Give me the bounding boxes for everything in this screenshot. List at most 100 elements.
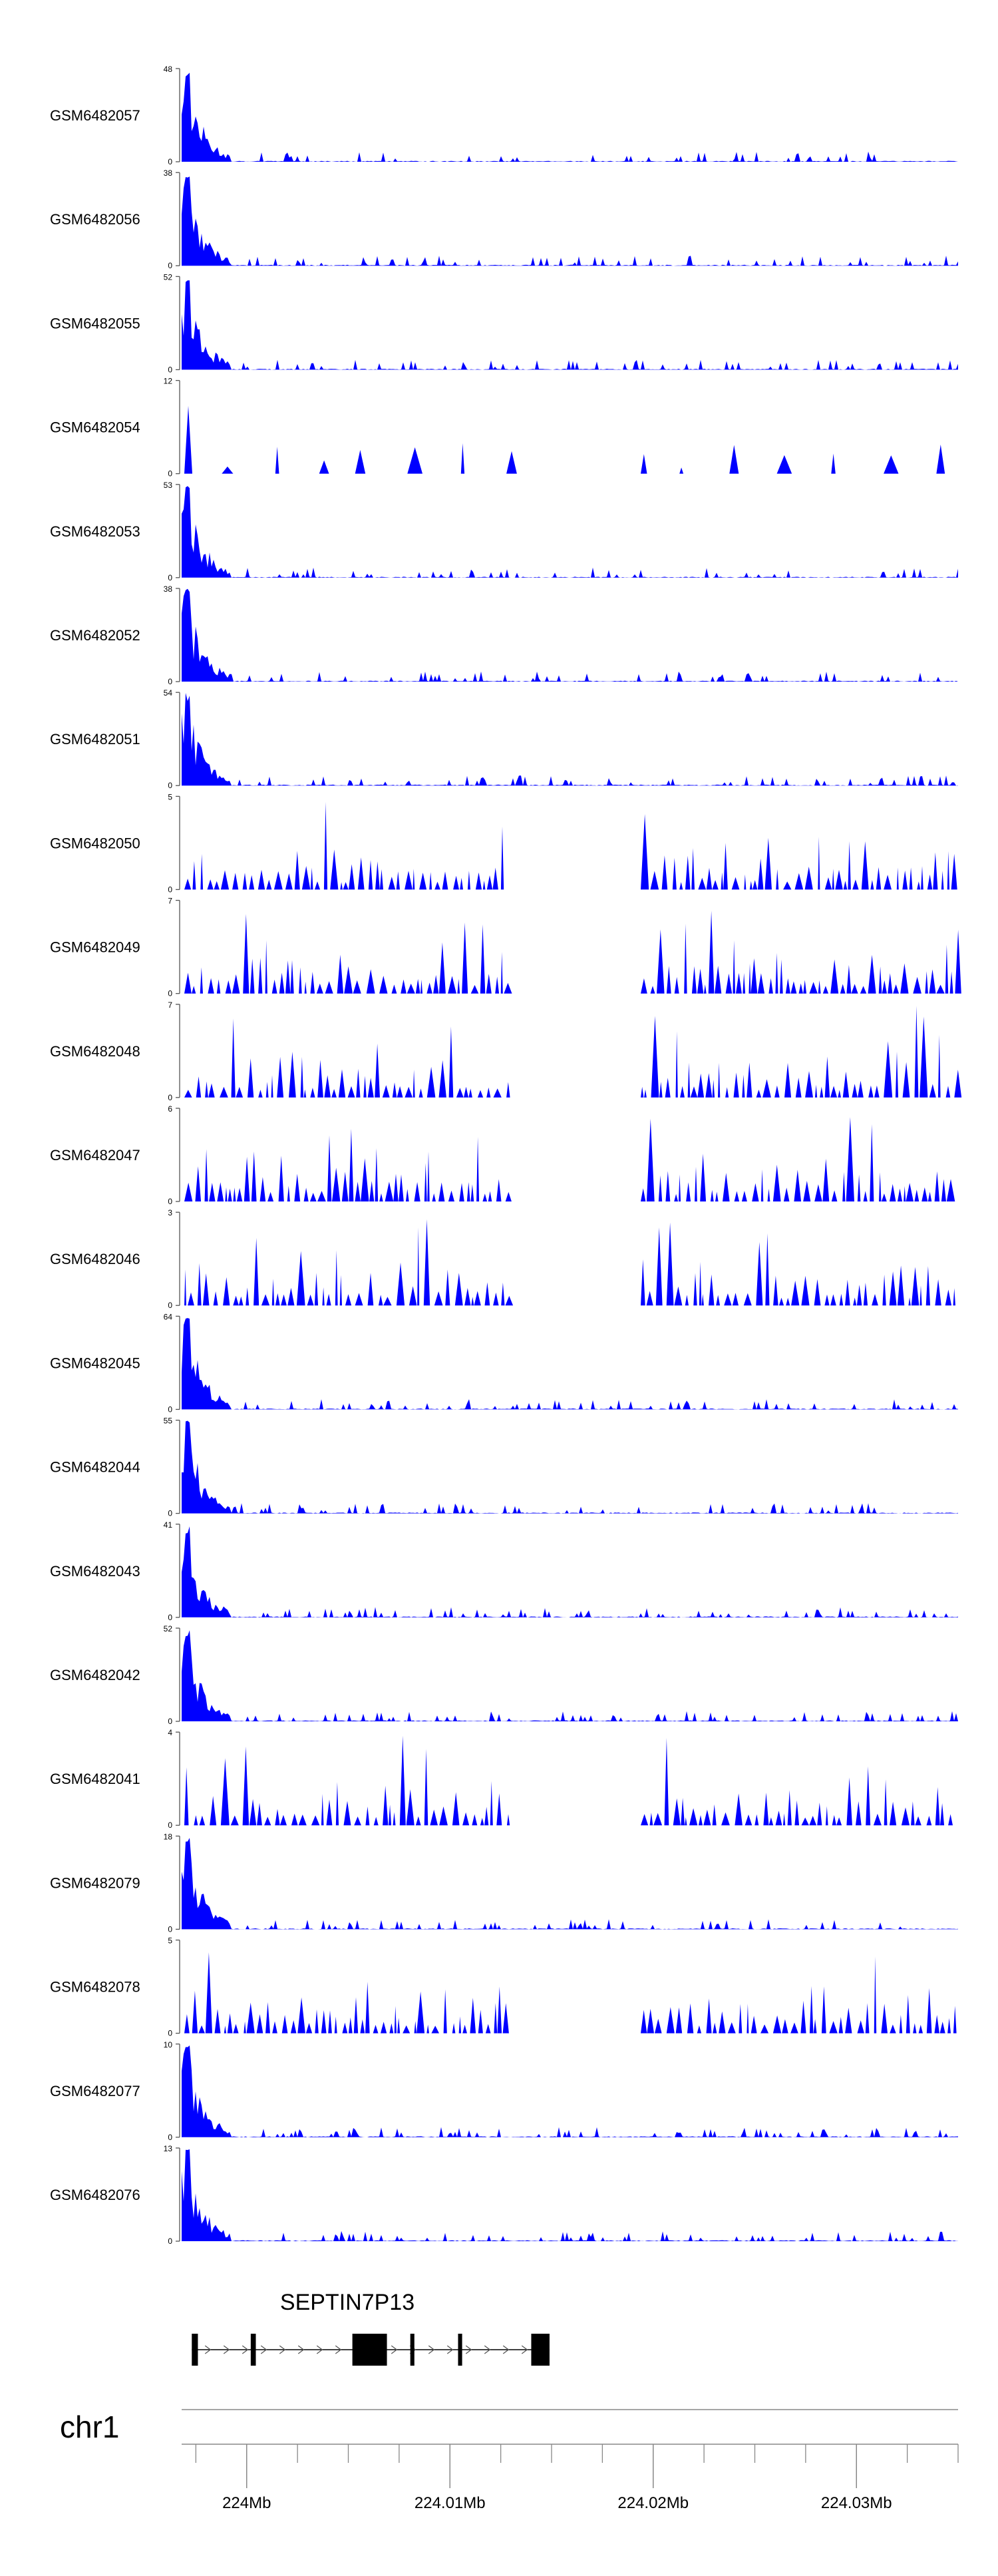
coverage-area bbox=[182, 2045, 958, 2137]
track: GSM6482045 64 0 bbox=[50, 1312, 958, 1414]
strand-arrow bbox=[428, 2345, 435, 2354]
track-ymin-label: 0 bbox=[168, 573, 172, 582]
track-ymin-label: 0 bbox=[168, 885, 172, 894]
coverage-area bbox=[182, 1838, 958, 1930]
track-ymin-label: 0 bbox=[168, 989, 172, 998]
chromosome-label: chr1 bbox=[60, 2410, 119, 2444]
track-ymin-label: 0 bbox=[168, 677, 172, 686]
track-ymin-label: 0 bbox=[168, 2133, 172, 2142]
coverage-area bbox=[182, 588, 958, 682]
track-ymin-label: 0 bbox=[168, 365, 172, 374]
coverage-area bbox=[182, 1318, 958, 1410]
track: GSM6482048 7 0 bbox=[50, 1000, 962, 1102]
strand-arrow bbox=[335, 2345, 342, 2354]
track-ymax-label: 18 bbox=[164, 1832, 173, 1841]
tick-label: 224Mb bbox=[222, 2494, 271, 2512]
track-label: GSM6482054 bbox=[50, 419, 140, 436]
track-label: GSM6482055 bbox=[50, 315, 140, 331]
coverage-area bbox=[182, 1952, 958, 2034]
track-label: GSM6482078 bbox=[50, 1979, 140, 1996]
track-label: GSM6482047 bbox=[50, 1147, 140, 1164]
track-ymin-label: 0 bbox=[168, 1301, 172, 1310]
coverage-area bbox=[182, 1735, 958, 1826]
track-ymax-label: 4 bbox=[168, 1728, 172, 1737]
track: GSM6482052 38 0 bbox=[50, 584, 958, 686]
strand-arrow bbox=[260, 2345, 267, 2354]
track: GSM6482079 18 0 bbox=[50, 1832, 958, 1934]
track-ymax-label: 38 bbox=[164, 584, 173, 594]
track-ymax-label: 52 bbox=[164, 272, 173, 282]
gene-exon bbox=[250, 2334, 256, 2366]
track-label: GSM6482051 bbox=[50, 731, 140, 748]
strand-arrow bbox=[279, 2345, 286, 2354]
track-ymin-label: 0 bbox=[168, 2029, 172, 2038]
track-ymin-label: 0 bbox=[168, 1717, 172, 1726]
track-label: GSM6482079 bbox=[50, 1874, 140, 1891]
strand-arrow bbox=[465, 2345, 472, 2354]
track: GSM6482054 12 0 bbox=[50, 377, 958, 479]
strand-arrow bbox=[391, 2345, 398, 2354]
track: GSM6482078 5 0 bbox=[50, 1936, 958, 2038]
track-ymin-label: 0 bbox=[168, 1509, 172, 1518]
coverage-area bbox=[182, 1117, 958, 1201]
track-ymax-label: 41 bbox=[164, 1520, 173, 1530]
gene-exon bbox=[531, 2334, 550, 2366]
track-ymin-label: 0 bbox=[168, 469, 172, 479]
strand-arrow bbox=[242, 2345, 249, 2354]
gene-exon bbox=[410, 2334, 415, 2366]
track-ymin-label: 0 bbox=[168, 1404, 172, 1414]
track-ymin-label: 0 bbox=[168, 1093, 172, 1102]
track-ymax-label: 48 bbox=[164, 65, 173, 74]
track-ymax-label: 55 bbox=[164, 1416, 173, 1426]
track-label: GSM6482056 bbox=[50, 211, 140, 228]
coverage-area bbox=[182, 73, 958, 162]
track-label: GSM6482077 bbox=[50, 2083, 140, 2099]
track-ymax-label: 13 bbox=[164, 2144, 173, 2153]
coverage-area bbox=[182, 1420, 958, 1514]
track: GSM6482047 6 0 bbox=[50, 1104, 958, 1206]
coverage-area bbox=[182, 1006, 962, 1098]
track-label: GSM6482050 bbox=[50, 835, 140, 851]
coverage-area bbox=[182, 2149, 958, 2241]
track-ymax-label: 38 bbox=[164, 168, 173, 178]
strand-arrow bbox=[316, 2345, 323, 2354]
track: GSM6482041 4 0 bbox=[50, 1728, 958, 1830]
track-ymin-label: 0 bbox=[168, 781, 172, 790]
track-ymin-label: 0 bbox=[168, 261, 172, 270]
track-label: GSM6482049 bbox=[50, 939, 140, 956]
track-label: GSM6482052 bbox=[50, 627, 140, 644]
coverage-area bbox=[182, 1526, 958, 1617]
strand-arrow bbox=[297, 2345, 305, 2354]
track-ymax-label: 7 bbox=[168, 1000, 172, 1010]
track-ymin-label: 0 bbox=[168, 1197, 172, 1206]
track-ymax-label: 5 bbox=[168, 792, 172, 801]
track-ymin-label: 0 bbox=[168, 1821, 172, 1830]
track-ymin-label: 0 bbox=[168, 2237, 172, 2246]
gene-exon bbox=[352, 2334, 387, 2366]
strand-arrow bbox=[204, 2345, 212, 2354]
coverage-area bbox=[182, 1219, 958, 1306]
strand-arrow bbox=[446, 2345, 454, 2354]
track-ymax-label: 53 bbox=[164, 481, 173, 490]
track: GSM6482044 55 0 bbox=[50, 1416, 958, 1518]
track: GSM6482077 10 0 bbox=[50, 2040, 958, 2142]
track: GSM6482042 52 0 bbox=[50, 1624, 958, 1726]
coverage-area bbox=[182, 486, 958, 578]
track-ymax-label: 52 bbox=[164, 1624, 173, 1633]
gene-annotation: SEPTIN7P13 bbox=[192, 2290, 550, 2366]
track-ymax-label: 5 bbox=[168, 1936, 172, 1946]
strand-arrow bbox=[223, 2345, 230, 2354]
track-ymax-label: 64 bbox=[164, 1312, 173, 1321]
coverage-area bbox=[182, 1630, 958, 1721]
track: GSM6482057 48 0 bbox=[50, 65, 958, 166]
track-ymax-label: 7 bbox=[168, 897, 172, 906]
gene-exon bbox=[458, 2334, 462, 2366]
track-label: GSM6482041 bbox=[50, 1771, 140, 1787]
track: GSM6482049 7 0 bbox=[50, 897, 961, 998]
track-ymin-label: 0 bbox=[168, 1924, 172, 1934]
strand-arrow bbox=[521, 2345, 528, 2354]
track-label: GSM6482045 bbox=[50, 1355, 140, 1371]
strand-arrow bbox=[502, 2345, 510, 2354]
track-ymax-label: 6 bbox=[168, 1104, 172, 1114]
